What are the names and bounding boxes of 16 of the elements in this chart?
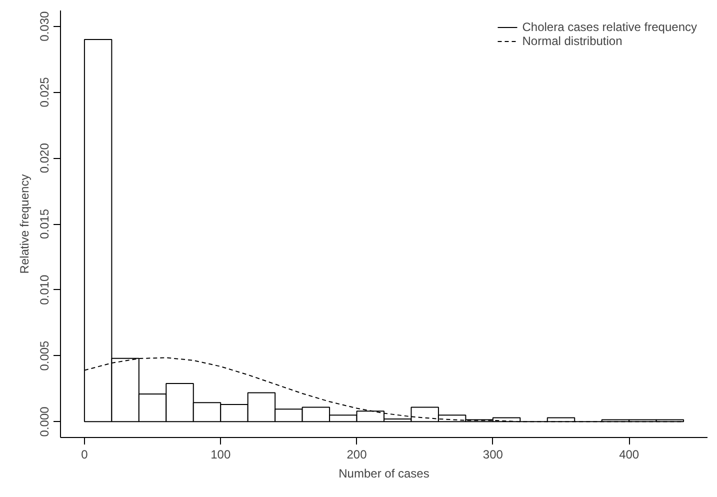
- y-tick-label: 0.000: [38, 406, 52, 437]
- x-tick-label: 400: [619, 448, 640, 462]
- y-tick-label: 0.015: [38, 208, 52, 240]
- x-tick-label: 200: [346, 448, 368, 462]
- y-tick-label: 0.025: [38, 76, 52, 108]
- y-tick-label: 0.005: [38, 340, 52, 371]
- y-tick-label: 0.030: [38, 10, 52, 42]
- y-tick-label: 0.020: [38, 142, 52, 174]
- x-axis-title: Number of cases: [338, 466, 430, 480]
- x-tick-label: 300: [482, 448, 504, 462]
- y-tick-label: 0.010: [38, 274, 52, 305]
- legend-label: Normal distribution: [522, 34, 622, 48]
- y-axis-title: Relative frequency: [18, 174, 32, 274]
- legend-label: Cholera cases relative frequency: [522, 20, 697, 34]
- x-tick-label: 100: [210, 448, 231, 462]
- x-tick-label: 0: [81, 448, 88, 462]
